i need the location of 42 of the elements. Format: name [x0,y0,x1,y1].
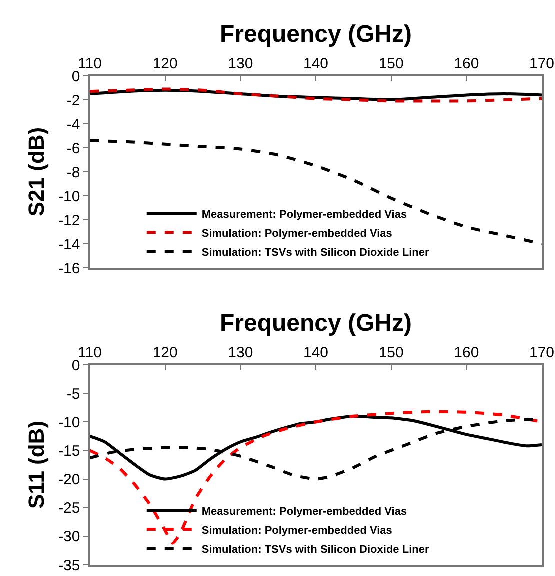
y-tick-label: -20 [58,472,80,489]
y-tick-label: -14 [58,236,80,254]
x-tick-label: 110 [78,55,102,72]
y-tick-label: -16 [58,260,80,278]
x-tick-label: 130 [228,344,254,362]
y-tick-label: -4 [66,116,80,134]
y-tick-label: -10 [58,188,80,206]
legend-label: Measurement: Polymer-embedded Vias [202,208,408,221]
x-tick-label: 150 [378,344,404,362]
x-tick-label: 170 [529,55,555,72]
y-tick-label: -2 [66,92,80,110]
y-tick-label: -30 [58,528,80,546]
y-tick-label: -25 [58,500,80,518]
legend-label: Measurement: Polymer-embedded Vias [202,506,408,518]
y-tick-label: 0 [72,357,80,374]
x-tick-label: 160 [454,344,480,362]
line-series [90,139,542,246]
legend-label: Simulation: Polymer-embedded Vias [202,524,392,537]
x-tick-label: 120 [152,55,178,72]
y-tick-label: -35 [58,557,80,574]
y-tick-label: -8 [66,164,80,182]
x-tick-label: 170 [529,344,555,362]
legend-label: Simulation: TSVs with Silicon Dioxide Liner [202,544,430,556]
x-axis-title: Frequency (GHz) [220,310,412,337]
x-tick-label: 110 [78,344,102,362]
y-axis-title: S21 (dB) [24,127,49,217]
y-tick-label: -5 [66,386,80,403]
x-tick-label: 120 [152,344,178,362]
x-tick-label: 140 [303,55,329,72]
y-tick-label: -12 [58,212,80,230]
x-axis-title: Frequency (GHz) [220,20,412,48]
x-tick-label: 150 [378,55,404,72]
y-tick-label: -15 [58,442,80,460]
y-axis-title: S11 (dB) [24,420,49,510]
y-tick-label: -6 [66,140,80,158]
x-tick-label: 160 [454,55,480,72]
x-tick-label: 130 [228,55,254,72]
y-tick-label: 0 [72,68,80,86]
legend-label: Simulation: Polymer-embedded Vias [202,228,392,240]
x-tick-label: 140 [303,344,329,362]
legend-label: Simulation: TSVs with Silicon Dioxide Liner [202,246,430,259]
y-tick-label: -10 [58,414,80,432]
